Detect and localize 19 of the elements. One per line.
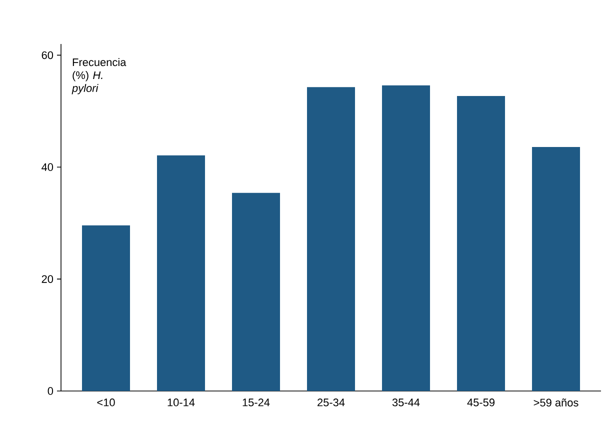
bar xyxy=(532,146,580,391)
bar xyxy=(382,85,430,391)
x-tick-label: >59 años xyxy=(534,398,578,406)
y-axis-title: Frecuencia (%) H. pylori xyxy=(72,58,126,94)
x-tick-label: <10 xyxy=(97,398,115,406)
bar xyxy=(157,155,206,391)
bar xyxy=(457,96,506,391)
x-tick-label: 15-24 xyxy=(242,398,270,406)
x-tick-label: 35-44 xyxy=(392,398,420,406)
bar xyxy=(307,87,356,391)
x-tick-label: 45-59 xyxy=(467,398,494,406)
bar xyxy=(82,225,130,391)
y-tick-label: 0 xyxy=(48,387,54,395)
x-tick-label: 10-14 xyxy=(168,398,195,406)
y-tick-label: 60 xyxy=(42,51,54,60)
y-tick-label: 20 xyxy=(42,275,54,283)
y-tick-label: 40 xyxy=(42,163,54,172)
x-tick-label: 25-34 xyxy=(318,398,345,406)
bar xyxy=(232,192,280,391)
